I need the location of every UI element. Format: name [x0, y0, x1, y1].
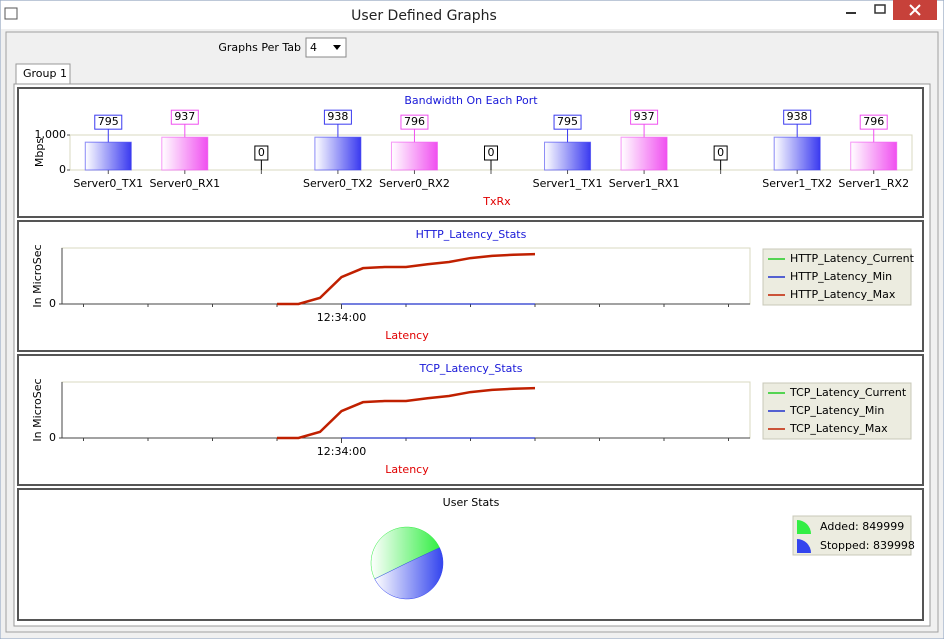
value-label-box — [553, 114, 582, 130]
legend-label: TCP_Latency_Current — [789, 386, 907, 399]
bar — [850, 141, 898, 171]
graphs-per-tab-select[interactable] — [305, 37, 347, 58]
maximize-button[interactable] — [874, 4, 886, 14]
value-label-box — [630, 109, 659, 125]
x-tick-label: Server1_TX2 — [762, 177, 832, 190]
value-label-box — [783, 109, 812, 125]
legend-label: Stopped: 839998 — [820, 539, 915, 552]
x-tick-label: 12:34:00 — [317, 311, 366, 324]
value-label: 938 — [327, 110, 348, 123]
window-title: User Defined Graphs — [351, 8, 497, 24]
value-label: 795 — [557, 115, 578, 128]
value-label: 0 — [258, 146, 265, 159]
graphs-per-tab-value[interactable]: 4 — [310, 41, 317, 54]
bar — [773, 136, 821, 171]
y-tick-label: 1,000 — [35, 128, 67, 141]
value-label-box — [323, 109, 352, 125]
x-axis-label: Latency — [385, 463, 429, 476]
pie-slice — [370, 526, 440, 580]
y-axis-label: In MicroSec — [31, 244, 44, 307]
value-label-box — [254, 145, 269, 161]
chart-title: User Stats — [443, 496, 500, 509]
chart-title: TCP_Latency_Stats — [419, 362, 523, 375]
value-label: 796 — [863, 115, 884, 128]
x-tick-label: Server0_RX2 — [379, 177, 450, 190]
series-line — [277, 386, 536, 440]
y-axis-label: In MicroSec — [31, 378, 44, 441]
value-label-box — [94, 114, 123, 130]
legend-label: TCP_Latency_Max — [789, 422, 888, 435]
bar — [390, 141, 438, 171]
x-tick-label: Server0_TX2 — [303, 177, 373, 190]
x-tick-label: Server1_TX1 — [533, 177, 603, 190]
legend-label: TCP_Latency_Min — [789, 404, 884, 417]
bar — [544, 141, 592, 171]
value-label: 796 — [404, 115, 425, 128]
minimize-button[interactable] — [846, 12, 856, 14]
value-label: 938 — [787, 110, 808, 123]
value-label-box — [713, 145, 728, 161]
y-tick-label: 0 — [49, 431, 56, 444]
legend — [762, 382, 912, 440]
x-tick-label: Server0_RX1 — [149, 177, 220, 190]
legend-swatch — [797, 520, 811, 534]
legend-label: Added: 849999 — [820, 520, 904, 533]
value-label-box — [400, 114, 429, 130]
value-label: 0 — [717, 146, 724, 159]
bar — [314, 136, 362, 171]
close-button[interactable] — [893, 0, 937, 20]
value-label-box — [859, 114, 888, 130]
legend-label: HTTP_Latency_Min — [790, 270, 892, 283]
value-label: 937 — [174, 110, 195, 123]
dropdown-arrow[interactable] — [333, 45, 341, 50]
y-tick-label: 0 — [59, 163, 66, 176]
chart-panel — [17, 488, 924, 621]
legend-label: HTTP_Latency_Current — [790, 252, 915, 265]
legend — [762, 248, 912, 306]
legend-label: HTTP_Latency_Max — [790, 288, 896, 301]
plot-area — [61, 381, 751, 439]
pie-slice — [374, 547, 444, 600]
x-axis-label: TxRx — [482, 195, 511, 208]
value-label-box — [170, 109, 199, 125]
x-tick-label: Server1_RX1 — [609, 177, 680, 190]
x-tick-label: 12:34:00 — [317, 445, 366, 458]
y-tick-label: 0 — [49, 297, 56, 310]
x-tick-label: Server1_RX2 — [838, 177, 909, 190]
title-bar — [1, 1, 943, 29]
chart-title: Bandwidth On Each Port — [404, 94, 538, 107]
graphs-per-tab-label: Graphs Per Tab — [218, 41, 301, 54]
chart-title: HTTP_Latency_Stats — [416, 228, 527, 241]
legend — [792, 515, 912, 556]
tab-header[interactable] — [15, 63, 71, 85]
x-tick-label: Server0_TX1 — [73, 177, 143, 190]
legend-swatch — [797, 539, 811, 553]
y-axis-label: Mbps — [33, 138, 46, 167]
close-icon[interactable] — [909, 4, 921, 16]
plot-area — [61, 247, 751, 305]
value-label: 795 — [98, 115, 119, 128]
bar — [84, 141, 132, 171]
value-label: 937 — [634, 110, 655, 123]
value-label-box — [484, 145, 498, 161]
window-icon — [4, 7, 18, 20]
x-axis-label: Latency — [385, 329, 429, 342]
bar — [620, 136, 668, 171]
series-line — [277, 252, 536, 306]
bar — [161, 136, 209, 171]
tab-label[interactable]: Group 1 — [23, 67, 67, 80]
value-label: 0 — [488, 146, 495, 159]
